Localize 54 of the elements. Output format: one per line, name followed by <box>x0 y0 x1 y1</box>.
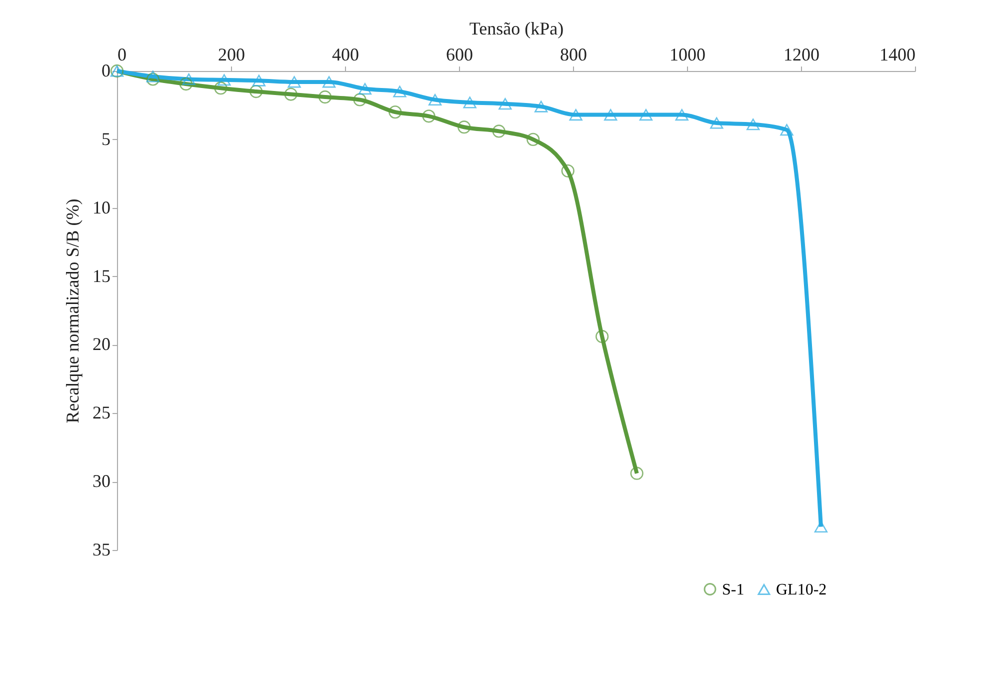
point <box>218 74 231 86</box>
x-tick-label: 600 <box>446 44 473 64</box>
y-tick-label: 25 <box>92 402 110 423</box>
x-tick-label: 800 <box>560 44 587 64</box>
point <box>322 76 336 88</box>
y-tick-label: 30 <box>92 471 110 492</box>
point <box>393 86 406 98</box>
point <box>353 93 366 106</box>
point <box>675 109 688 121</box>
point <box>358 83 372 95</box>
x-tick-label: 1000 <box>670 44 706 64</box>
x-tick-label: 0 <box>118 44 126 64</box>
point <box>179 77 193 91</box>
legend-label: GL10-2 <box>776 582 827 598</box>
point <box>146 70 160 82</box>
point <box>561 164 574 178</box>
point <box>639 109 653 121</box>
point <box>318 90 332 104</box>
legend-label: S-1 <box>722 581 744 598</box>
point <box>146 72 160 86</box>
point <box>463 96 476 108</box>
y-tick-label: 20 <box>92 334 110 354</box>
y-axis-title: Recalque normalizado S/B (%) <box>62 198 82 424</box>
point <box>526 132 540 146</box>
x-tick-label: 400 <box>332 44 359 64</box>
point <box>780 124 794 136</box>
point <box>288 76 301 88</box>
y-tick-label: 35 <box>92 540 110 560</box>
point <box>710 117 724 129</box>
point <box>498 98 512 110</box>
point <box>746 118 760 130</box>
x-tick-label: 1200 <box>784 44 820 64</box>
point <box>569 109 582 121</box>
point <box>422 110 436 123</box>
point <box>388 106 402 119</box>
point <box>630 466 644 480</box>
point <box>252 74 266 86</box>
point <box>458 120 471 134</box>
x-tick-label: 200 <box>218 44 245 64</box>
y-tick-label: 5 <box>102 128 110 149</box>
y-tick-label: 15 <box>92 266 110 286</box>
point <box>428 94 442 106</box>
point <box>284 88 298 101</box>
point <box>604 109 618 121</box>
y-tick-label: 0 <box>102 60 110 80</box>
point <box>182 73 196 85</box>
point <box>214 82 228 95</box>
y-tick-label: 10 <box>92 197 110 218</box>
point <box>250 84 263 98</box>
x-tick-label: 1400 <box>880 44 916 64</box>
point <box>534 100 548 112</box>
point <box>596 330 609 344</box>
point <box>492 124 506 138</box>
x-axis-title: Tensão (kPa) <box>469 18 564 38</box>
